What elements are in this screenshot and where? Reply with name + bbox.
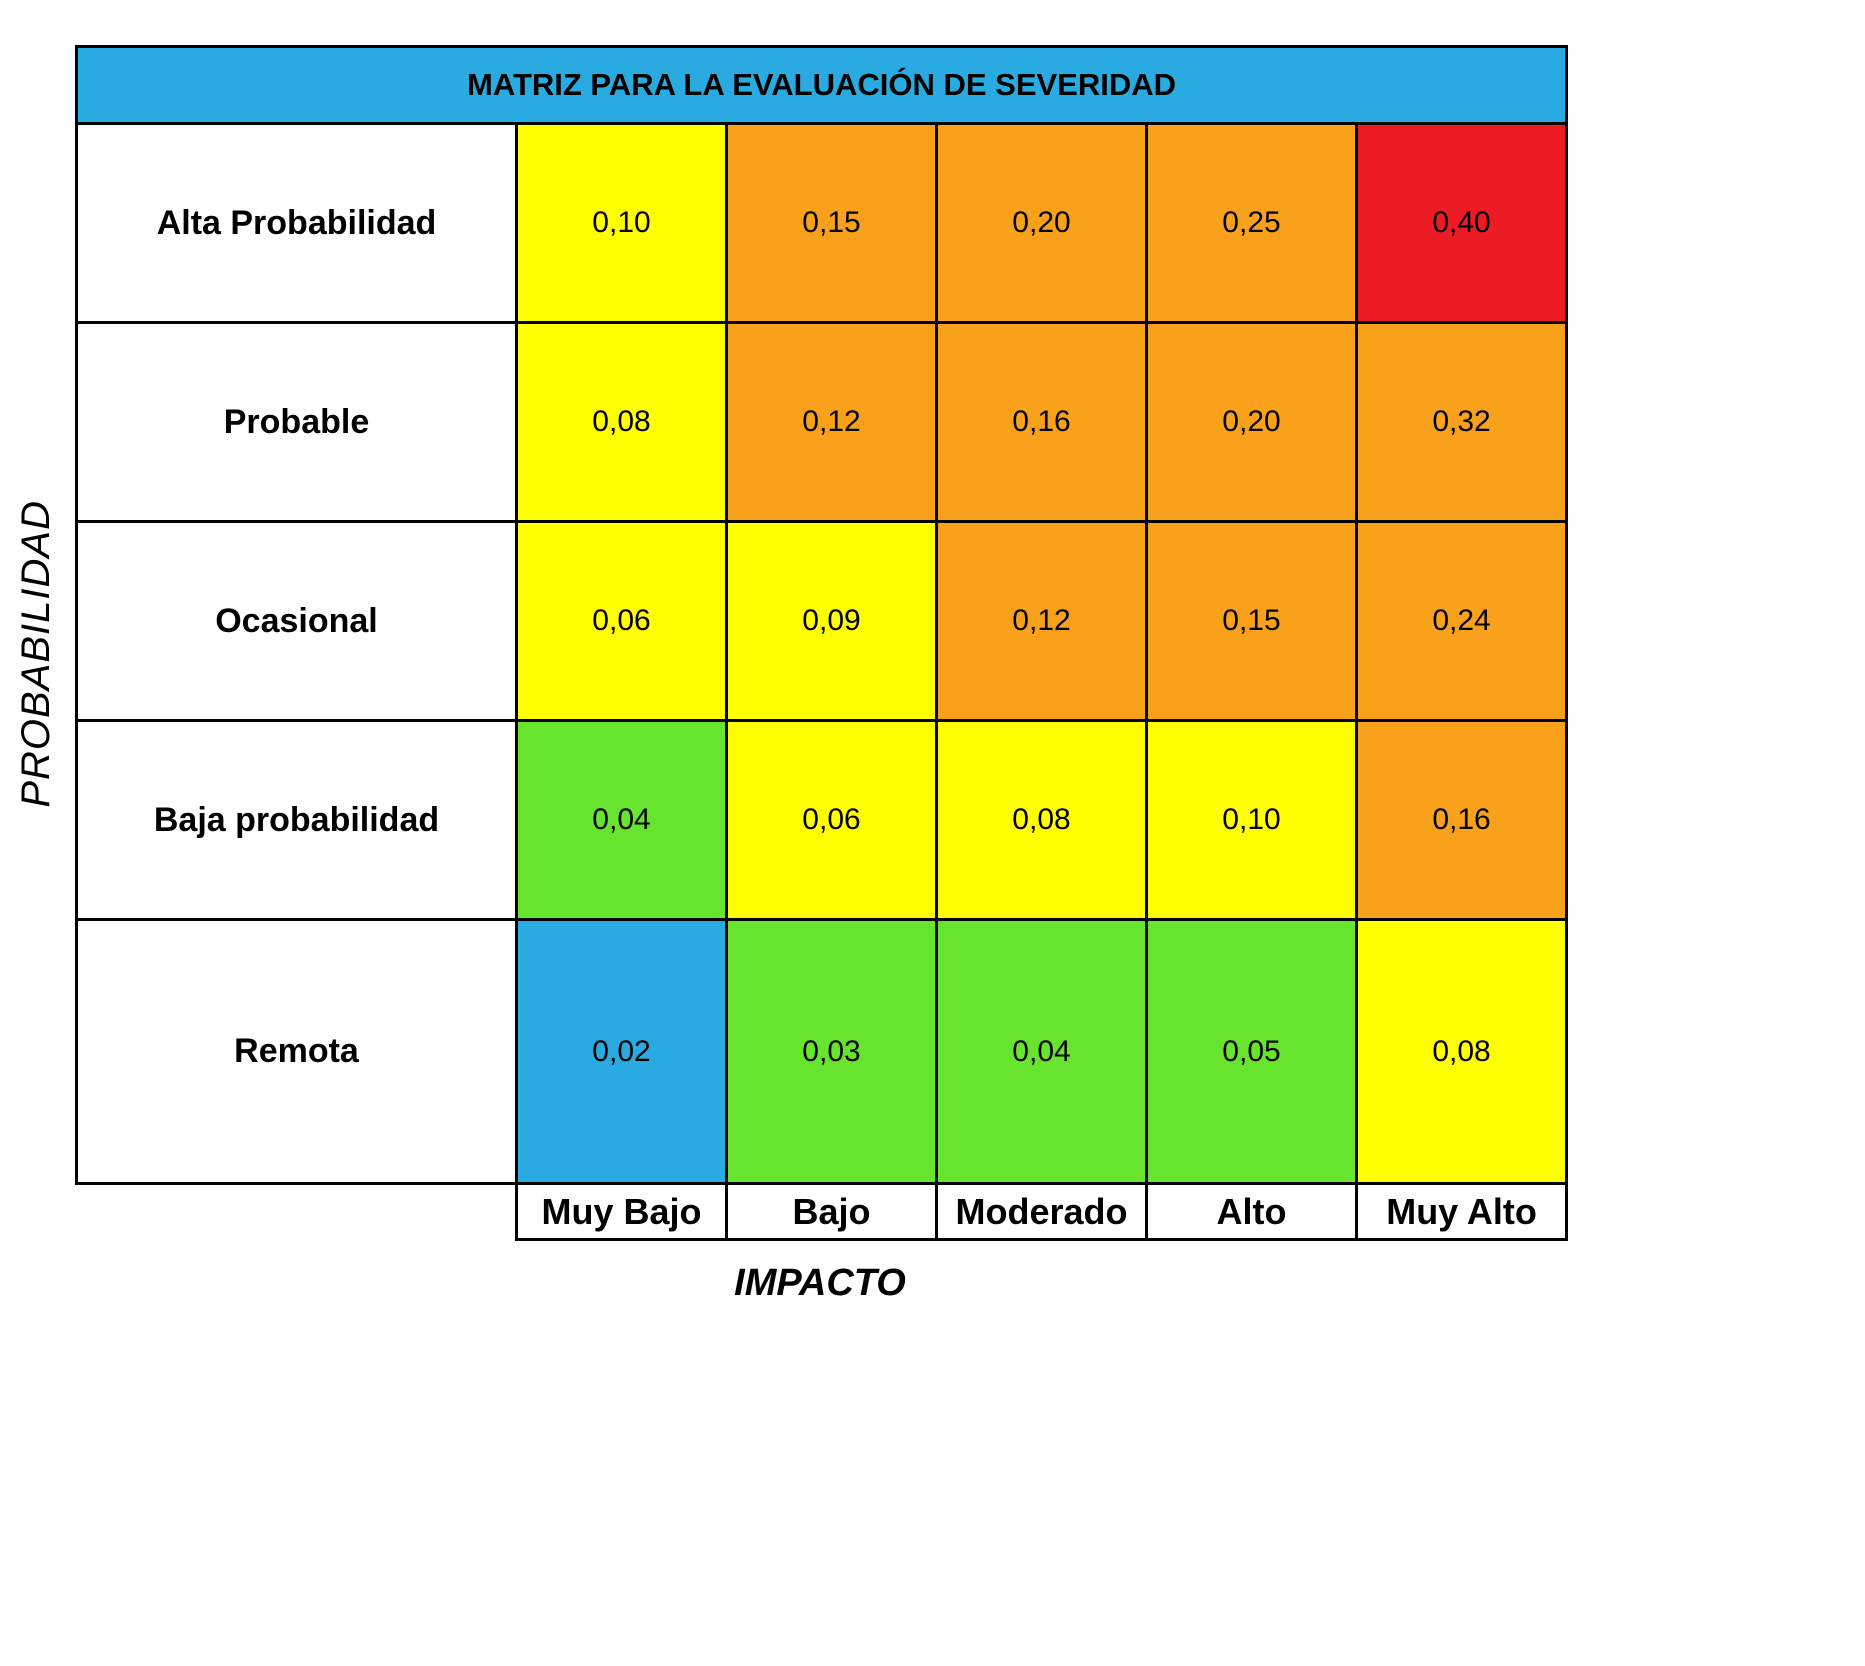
matrix-cell: 0,15 (725, 122, 938, 324)
matrix-cell: 0,09 (725, 520, 938, 722)
column-header: Muy Alto (1354, 1182, 1569, 1241)
column-header: Moderado (935, 1182, 1148, 1241)
matrix-cell: 0,08 (935, 719, 1148, 921)
matrix-cell: 0,06 (725, 719, 938, 921)
y-axis-label: PROBABILIDAD (0, 122, 72, 1185)
matrix-cell: 0,15 (1145, 520, 1358, 722)
matrix-cell: 0,20 (1145, 321, 1358, 523)
matrix-cell: 0,06 (515, 520, 728, 722)
table-row: Baja probabilidad 0,04 0,06 0,08 0,10 0,… (75, 719, 1569, 921)
matrix-cell: 0,08 (515, 321, 728, 523)
severity-matrix-table: MATRIZ PARA LA EVALUACIÓN DE SEVERIDAD A… (74, 45, 1569, 1241)
table-row: Alta Probabilidad 0,10 0,15 0,20 0,25 0,… (75, 122, 1569, 324)
corner-spacer (76, 1183, 517, 1240)
matrix-cell: 0,10 (1145, 719, 1358, 921)
table-row: Ocasional 0,06 0,09 0,12 0,15 0,24 (75, 520, 1569, 722)
matrix-cell: 0,02 (515, 918, 728, 1185)
matrix-title: MATRIZ PARA LA EVALUACIÓN DE SEVERIDAD (74, 45, 1569, 125)
column-header: Muy Bajo (515, 1182, 728, 1241)
column-header: Alto (1145, 1182, 1358, 1241)
row-label: Ocasional (75, 520, 518, 722)
matrix-cell: 0,10 (515, 122, 728, 324)
table-row: Remota 0,02 0,03 0,04 0,05 0,08 (75, 918, 1569, 1185)
row-label: Remota (75, 918, 518, 1185)
y-axis-label-text: PROBABILIDAD (13, 499, 58, 808)
matrix-cell: 0,12 (725, 321, 938, 523)
matrix-cell: 0,25 (1145, 122, 1358, 324)
row-label: Baja probabilidad (75, 719, 518, 921)
matrix-cell: 0,16 (935, 321, 1148, 523)
matrix-cell: 0,03 (725, 918, 938, 1185)
matrix-cell: 0,40 (1354, 122, 1569, 324)
table-row: Probable 0,08 0,12 0,16 0,20 0,32 (75, 321, 1569, 523)
row-label: Alta Probabilidad (75, 122, 518, 324)
matrix-cell: 0,05 (1145, 918, 1358, 1185)
matrix-cell: 0,24 (1354, 520, 1569, 722)
matrix-cell: 0,20 (935, 122, 1148, 324)
matrix-cell: 0,04 (935, 918, 1148, 1185)
matrix-cell: 0,08 (1354, 918, 1569, 1185)
matrix-cell: 0,04 (515, 719, 728, 921)
column-header-row: Muy Bajo Bajo Moderado Alto Muy Alto (76, 1182, 1569, 1241)
matrix-cell: 0,16 (1354, 719, 1569, 921)
x-axis-label: IMPACTO (734, 1262, 906, 1304)
matrix-cell: 0,32 (1354, 321, 1569, 523)
matrix-cell: 0,12 (935, 520, 1148, 722)
column-header: Bajo (725, 1182, 938, 1241)
row-label: Probable (75, 321, 518, 523)
